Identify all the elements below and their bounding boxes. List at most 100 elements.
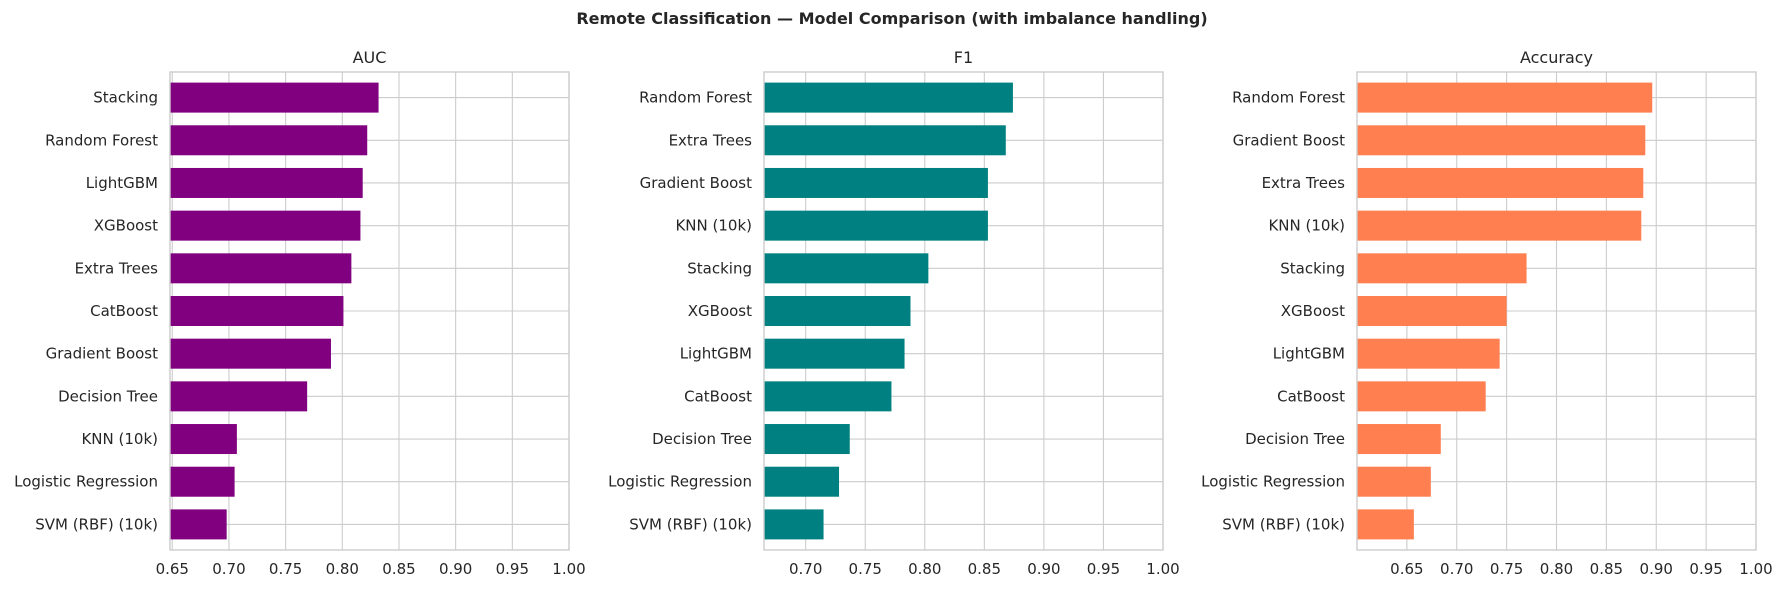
x-tick-label: 0.70 [789,560,822,578]
bar [1357,210,1642,241]
bar [1357,253,1527,284]
figure-suptitle: Remote Classification — Model Comparison… [576,9,1207,28]
x-tick-label: 0.75 [849,560,882,578]
x-tick-label: 1.00 [552,560,585,578]
y-tick-label: Stacking [93,89,158,107]
y-tick-label: Decision Tree [652,430,752,448]
y-tick-label: Random Forest [1232,89,1345,107]
x-tick-label: 0.90 [439,560,472,578]
y-tick-label: Gradient Boost [640,174,753,192]
bar [764,82,1013,113]
y-tick-label: CatBoost [684,387,752,405]
x-tick-label: 0.90 [1640,560,1673,578]
y-tick-label: Decision Tree [1245,430,1345,448]
y-tick-label: SVM (RBF) (10k) [629,515,752,533]
bar [170,253,352,284]
y-tick-label: Stacking [1280,259,1345,277]
y-tick-label: SVM (RBF) (10k) [1222,515,1345,533]
x-tick-label: 0.65 [156,560,189,578]
bar [764,253,929,284]
bar [1357,125,1646,156]
y-tick-label: Stacking [687,259,752,277]
x-tick-label: 0.85 [1590,560,1623,578]
plot-frame [1356,71,1757,551]
x-tick-label: 0.70 [1440,560,1473,578]
y-tick-label: Decision Tree [58,387,158,405]
bar [1357,466,1431,497]
y-tick-label: LightGBM [1273,345,1345,363]
bar [764,125,1006,156]
y-tick-label: LightGBM [680,345,752,363]
bar [170,509,227,540]
y-tick-label: XGBoost [1281,302,1345,320]
y-tick-label: Logistic Regression [14,473,158,491]
bar [764,167,988,198]
y-tick-label: Logistic Regression [1201,473,1345,491]
bar [764,296,911,326]
y-tick-label: Logistic Regression [608,473,752,491]
x-tick-label: 0.80 [908,560,941,578]
bar [1357,338,1500,369]
y-tick-label: Extra Trees [75,259,159,277]
x-tick-label: 0.65 [1390,560,1423,578]
y-tick-label: Random Forest [45,131,158,149]
x-tick-label: 0.80 [1540,560,1573,578]
y-tick-label: Gradient Boost [46,345,159,363]
panel-title: F1 [954,48,973,67]
x-tick-label: 0.95 [1087,560,1120,578]
x-tick-label: 1.00 [1739,560,1772,578]
bar [170,167,363,198]
x-tick-label: 0.85 [382,560,415,578]
bar [1357,509,1414,540]
bar [170,125,368,156]
panel-title: Accuracy [1520,48,1593,67]
bar [764,509,824,540]
x-tick-label: 0.95 [1689,560,1722,578]
y-tick-label: CatBoost [1277,387,1345,405]
panel-f1: Random Forest Extra Trees Gradient Boost KN… [608,48,1180,578]
bar [170,82,379,113]
bar [170,424,237,455]
bar [1357,167,1644,198]
x-tick-label: 0.85 [968,560,1001,578]
panel-accuracy: Random Forest Gradient Boost Extra Trees KN… [1201,48,1773,578]
plot-frame [763,71,1164,551]
bar [170,210,361,241]
bar [764,210,988,241]
bar [1357,296,1507,326]
bar [764,466,840,497]
x-tick-label: 1.00 [1146,560,1179,578]
y-tick-label: XGBoost [94,217,158,235]
y-tick-label: SVM (RBF) (10k) [35,515,158,533]
bar [170,296,344,326]
y-tick-label: Extra Trees [669,131,753,149]
y-tick-label: KNN (10k) [675,217,752,235]
bar [764,424,850,455]
chart-panels: Stacking Random Forest LightGBM XGBoost Extr… [14,48,1773,578]
plot-frame [169,71,570,551]
y-tick-label: LightGBM [86,174,158,192]
y-tick-label: Random Forest [639,89,752,107]
x-tick-label: 0.80 [326,560,359,578]
bar [1357,424,1441,455]
panel-title: AUC [353,48,387,67]
bar [764,381,892,412]
y-tick-label: KNN (10k) [1268,217,1345,235]
x-tick-label: 0.75 [1490,560,1523,578]
bar [1357,82,1653,113]
x-tick-label: 0.70 [212,560,245,578]
bar [170,338,331,369]
x-tick-label: 0.95 [496,560,529,578]
bar [764,338,905,369]
x-tick-label: 0.75 [269,560,302,578]
y-tick-label: XGBoost [688,302,752,320]
y-tick-label: Gradient Boost [1233,131,1346,149]
y-tick-label: CatBoost [90,302,158,320]
y-tick-label: Extra Trees [1262,174,1346,192]
x-tick-label: 0.90 [1027,560,1060,578]
panel-auc: Stacking Random Forest LightGBM XGBoost Extr… [14,48,586,578]
bar [1357,381,1486,412]
bar [170,381,308,412]
bar [170,466,235,497]
